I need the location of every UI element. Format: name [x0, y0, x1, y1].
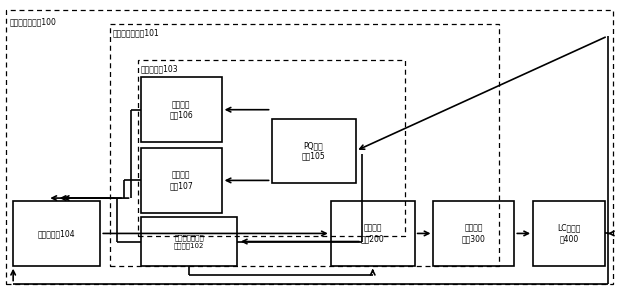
Bar	[533, 201, 605, 266]
Text: 数字化控制模块100: 数字化控制模块100	[10, 17, 57, 26]
Text: 功率调节器103: 功率调节器103	[141, 64, 178, 73]
Text: 有功调节
模块106: 有功调节 模块106	[169, 100, 193, 119]
Text: 模拟控制
模块200: 模拟控制 模块200	[361, 224, 384, 243]
Bar	[434, 201, 514, 266]
Bar	[141, 77, 222, 142]
Text: 瞬时平均电流前
馈控制器102: 瞬时平均电流前 馈控制器102	[174, 234, 204, 249]
Text: LC滤波模
块400: LC滤波模 块400	[557, 224, 580, 243]
Text: 幅値控制器104: 幅値控制器104	[38, 229, 76, 238]
Bar	[331, 201, 415, 266]
Bar	[271, 118, 356, 183]
Text: 均流控制器模块101: 均流控制器模块101	[113, 29, 160, 38]
Bar	[141, 148, 222, 213]
Text: 无功调节
模块107: 无功调节 模块107	[169, 171, 193, 190]
Bar	[138, 59, 406, 237]
Bar	[110, 24, 499, 266]
Bar	[141, 217, 237, 266]
Bar	[13, 201, 100, 266]
Text: PQ计算
模块105: PQ计算 模块105	[301, 141, 326, 161]
Text: 前桥逆变
模块300: 前桥逆变 模块300	[462, 224, 486, 243]
